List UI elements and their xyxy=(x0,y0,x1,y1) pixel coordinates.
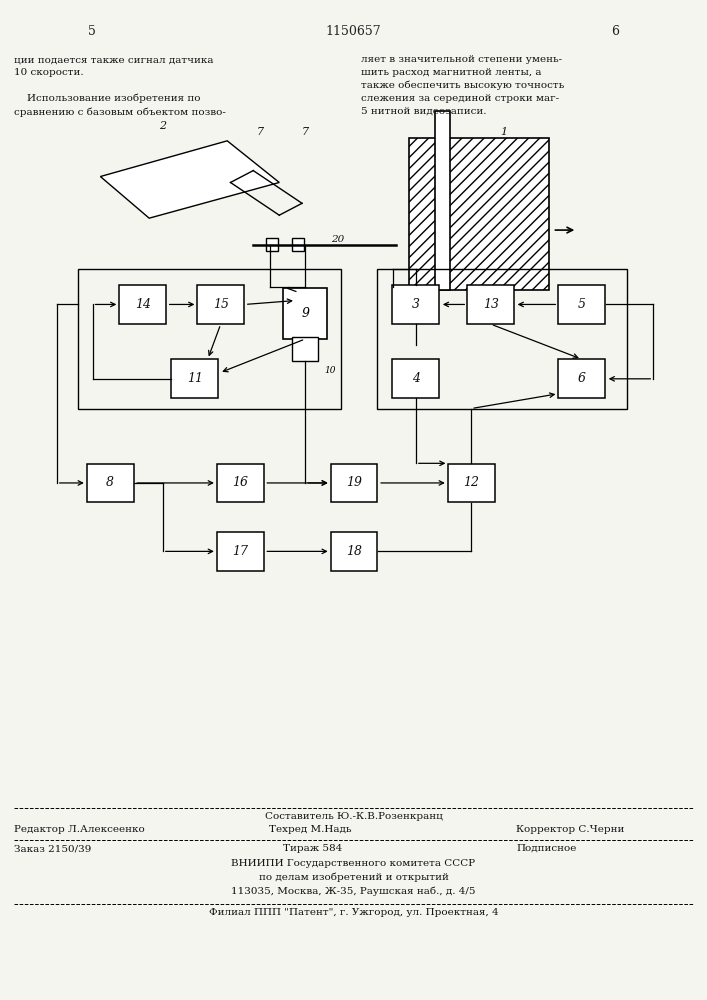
Text: 18: 18 xyxy=(346,545,362,558)
Text: 5: 5 xyxy=(578,298,585,311)
Bar xyxy=(331,532,378,571)
Bar xyxy=(436,111,450,290)
Text: 1150657: 1150657 xyxy=(326,25,381,38)
Bar xyxy=(78,269,341,409)
Text: 19: 19 xyxy=(346,476,362,489)
Bar xyxy=(292,337,318,361)
Text: Корректор С.Черни: Корректор С.Черни xyxy=(516,825,624,834)
Text: Тираж 584: Тираж 584 xyxy=(283,844,342,853)
Text: Заказ 2150/39: Заказ 2150/39 xyxy=(14,844,91,853)
Bar xyxy=(377,269,627,409)
Text: 6: 6 xyxy=(611,25,619,38)
Text: 6: 6 xyxy=(578,372,585,385)
Text: 7: 7 xyxy=(256,127,263,137)
Bar xyxy=(467,285,514,324)
Bar xyxy=(392,285,439,324)
Text: 9: 9 xyxy=(301,307,309,320)
Polygon shape xyxy=(100,141,279,218)
Text: 13: 13 xyxy=(483,298,498,311)
Text: 1: 1 xyxy=(500,127,507,137)
Bar xyxy=(392,359,439,398)
Text: Составитель Ю.-К.В.Розенкранц: Составитель Ю.-К.В.Розенкранц xyxy=(264,812,443,821)
Bar xyxy=(267,238,278,251)
Text: 7: 7 xyxy=(302,127,309,137)
Bar xyxy=(171,359,218,398)
Bar xyxy=(559,285,605,324)
Text: 11: 11 xyxy=(187,372,203,385)
Bar xyxy=(197,285,244,324)
Bar xyxy=(292,238,304,251)
Text: 12: 12 xyxy=(463,476,479,489)
Text: 2: 2 xyxy=(158,121,165,131)
Text: 8: 8 xyxy=(106,476,114,489)
Text: 5: 5 xyxy=(88,25,96,38)
Bar xyxy=(217,464,264,502)
Text: 113035, Москва, Ж-35, Раушская наб., д. 4/5: 113035, Москва, Ж-35, Раушская наб., д. … xyxy=(231,887,476,896)
Text: 16: 16 xyxy=(232,476,248,489)
Bar xyxy=(87,464,134,502)
Text: Подписное: Подписное xyxy=(516,844,576,853)
Bar xyxy=(409,138,549,290)
Text: 17: 17 xyxy=(232,545,248,558)
Text: 14: 14 xyxy=(134,298,151,311)
Text: 15: 15 xyxy=(213,298,229,311)
Text: по делам изобретений и открытий: по делам изобретений и открытий xyxy=(259,873,448,882)
Text: Техред М.Надь: Техред М.Надь xyxy=(269,825,351,834)
Text: 20: 20 xyxy=(332,235,344,244)
Bar xyxy=(559,359,605,398)
Bar xyxy=(284,288,327,339)
Bar xyxy=(217,532,264,571)
Text: 4: 4 xyxy=(412,372,420,385)
Text: ляет в значительной степени умень-
шить расход магнитной ленты, а
также обеспечи: ляет в значительной степени умень- шить … xyxy=(361,55,563,116)
Text: Филиал ППП "Патент", г. Ужгород, ул. Проектная, 4: Филиал ППП "Патент", г. Ужгород, ул. Про… xyxy=(209,908,498,917)
Text: Редактор Л.Алексеенко: Редактор Л.Алексеенко xyxy=(14,825,145,834)
Bar xyxy=(331,464,378,502)
Bar xyxy=(448,464,495,502)
Bar xyxy=(119,285,166,324)
Text: 10: 10 xyxy=(324,366,335,375)
Text: 3: 3 xyxy=(412,298,420,311)
Text: ции подается также сигнал датчика
10 скорости.

    Использование изобретения по: ции подается также сигнал датчика 10 ско… xyxy=(14,55,226,117)
Text: ВНИИПИ Государственного комитета СССР: ВНИИПИ Государственного комитета СССР xyxy=(231,859,476,868)
